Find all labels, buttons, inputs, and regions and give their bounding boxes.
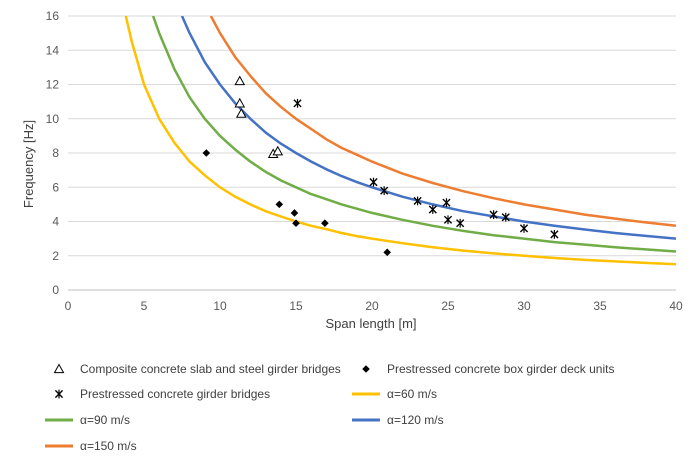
grid-lines bbox=[68, 15, 676, 257]
data-point-triangle bbox=[235, 108, 247, 118]
legend-item-girder: Prestressed concrete girder bridges bbox=[54, 387, 270, 401]
legend-label-alpha150: α=150 m/s bbox=[80, 439, 137, 453]
data-point-star bbox=[428, 205, 437, 214]
legend-item-alpha120: α=120 m/s bbox=[352, 413, 444, 427]
data-point-star bbox=[293, 98, 302, 108]
data-point-star bbox=[519, 223, 529, 233]
x-tick-label: 10 bbox=[213, 299, 227, 313]
legend-swatch-diamond bbox=[362, 365, 370, 373]
legend-item-alpha90: α=90 m/s bbox=[45, 413, 130, 427]
data-markers bbox=[202, 75, 559, 257]
data-point-star bbox=[442, 198, 451, 208]
data-point-diamond bbox=[321, 219, 329, 228]
legend-label-composite: Composite concrete slab and steel girder… bbox=[80, 362, 341, 376]
data-point-diamond bbox=[292, 219, 300, 228]
x-tick-label: 5 bbox=[141, 299, 148, 313]
y-tick-label: 12 bbox=[46, 78, 60, 92]
data-point-star bbox=[489, 210, 498, 220]
x-tick-label: 30 bbox=[517, 299, 531, 313]
legend-swatch-star bbox=[54, 389, 64, 399]
triangle-swatch bbox=[53, 363, 65, 374]
data-point-diamond bbox=[202, 149, 211, 157]
legend-item-alpha150: α=150 m/s bbox=[45, 439, 137, 453]
legend-label-box-girder: Prestressed concrete box girder deck uni… bbox=[387, 362, 614, 376]
legend-label-girder: Prestressed concrete girder bridges bbox=[80, 387, 270, 401]
x-tick-label: 40 bbox=[669, 299, 683, 313]
y-tick-label: 0 bbox=[52, 283, 59, 297]
legend: Composite concrete slab and steel girder… bbox=[45, 362, 614, 453]
y-tick-label: 8 bbox=[52, 146, 59, 160]
series-lines bbox=[124, 16, 676, 266]
legend-label-alpha60: α=60 m/s bbox=[387, 387, 437, 401]
data-point-star bbox=[413, 196, 422, 206]
series-line bbox=[151, 16, 676, 253]
x-tick-label: 35 bbox=[593, 299, 607, 313]
legend-label-alpha90: α=90 m/s bbox=[80, 413, 130, 427]
legend-label-alpha120: α=120 m/s bbox=[387, 413, 444, 427]
x-tick-label: 0 bbox=[65, 299, 72, 313]
series-line bbox=[209, 16, 676, 228]
x-axis-title: Span length [m] bbox=[325, 316, 416, 331]
diamond-swatch bbox=[362, 365, 370, 373]
y-tick-label: 10 bbox=[46, 112, 60, 126]
x-tick-label: 15 bbox=[289, 299, 303, 313]
x-tick-label: 25 bbox=[441, 299, 455, 313]
data-point-star bbox=[501, 212, 510, 222]
data-point-star bbox=[369, 177, 378, 187]
data-point-triangle bbox=[272, 145, 284, 156]
tick-labels: 0 2 4 6 8 10 12 14 16 0 5 10 15 20 25 30 35 40 bbox=[46, 9, 683, 313]
legend-swatch-triangle bbox=[53, 363, 65, 374]
data-point-diamond bbox=[383, 248, 391, 257]
data-point-star bbox=[380, 186, 389, 196]
series-line bbox=[124, 16, 676, 266]
data-point-triangle bbox=[234, 97, 246, 108]
legend-item-composite: Composite concrete slab and steel girder… bbox=[53, 362, 341, 376]
data-point-diamond bbox=[275, 200, 284, 209]
x-tick-label: 20 bbox=[365, 299, 379, 313]
data-point-diamond bbox=[290, 209, 299, 217]
data-point-star bbox=[443, 215, 453, 225]
y-tick-label: 6 bbox=[52, 180, 59, 194]
data-point-star bbox=[550, 229, 559, 239]
y-tick-label: 4 bbox=[52, 215, 59, 229]
y-tick-label: 2 bbox=[52, 249, 59, 263]
legend-item-box-girder: Prestressed concrete box girder deck uni… bbox=[362, 362, 614, 376]
series-line bbox=[180, 16, 676, 240]
data-point-triangle bbox=[234, 75, 246, 86]
y-axis-title: Frequency [Hz] bbox=[21, 120, 36, 208]
y-tick-label: 16 bbox=[46, 9, 60, 23]
legend-item-alpha60: α=60 m/s bbox=[352, 387, 437, 401]
y-tick-label: 14 bbox=[46, 43, 60, 57]
star-swatch bbox=[54, 389, 64, 399]
data-point-star bbox=[456, 218, 465, 228]
